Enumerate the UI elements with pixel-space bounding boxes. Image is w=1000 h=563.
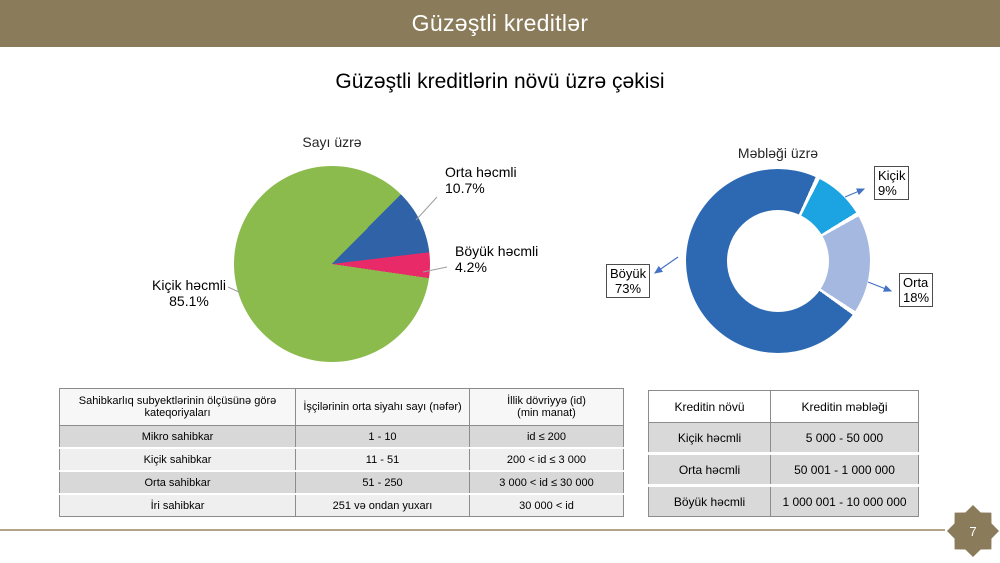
cell-kicik-say: 11 - 51	[295, 447, 470, 472]
table-row-mikro: Mikro sahibkar 1 - 10 id ≤ 200	[59, 425, 624, 449]
cell-mikro-dovriyye: id ≤ 200	[469, 425, 624, 449]
cell-orta-hecmli: Orta həcmli	[648, 452, 771, 486]
table-row-orta: Orta sahibkar 51 - 250 3 000 < id ≤ 30 0…	[59, 470, 624, 495]
table-row-kicik-hecmli: Kiçik həcmli 5 000 - 50 000	[648, 422, 919, 454]
donut-label-boyuk-value: 73%	[615, 281, 642, 296]
pie-chart-title: Sayı üzrə	[302, 134, 362, 150]
cell-mikro-say: 1 - 10	[295, 425, 470, 449]
pie-label-orta-name: Orta həcmli	[445, 164, 517, 180]
donut-label-kicik-value: 9%	[878, 183, 897, 198]
footer-divider-line	[0, 529, 945, 531]
cell-orta-dovriyye: 3 000 < id ≤ 30 000	[469, 470, 624, 495]
donut-label-kicik: Kiçik 9%	[874, 166, 910, 200]
cell-orta-name: Orta sahibkar	[59, 470, 296, 495]
pie-label-kicik-hecmli: Kiçik həcmli 85.1%	[147, 277, 231, 309]
donut-chart-meblegi-uzre	[686, 169, 870, 353]
cell-boyuk-mebleg: 1 000 001 - 10 000 000	[770, 484, 919, 517]
cell-iri-dovriyye: 30 000 < id	[469, 493, 624, 517]
cell-kicik-dovriyye: 200 < id ≤ 3 000	[469, 447, 624, 472]
col-header-dovriyye: İllik dövriyyə (id) (min manat)	[469, 388, 624, 426]
leader-line-orta	[415, 196, 438, 221]
cell-kicik-mebleg: 5 000 - 50 000	[770, 422, 919, 454]
cell-mikro-name: Mikro sahibkar	[59, 425, 296, 449]
cell-iri-say: 251 və ondan yuxarı	[295, 493, 470, 517]
cell-kicik-name: Kiçik sahibkar	[59, 447, 296, 472]
slide-title: Güzəştli kreditlər	[411, 10, 589, 36]
star-seal-icon	[947, 505, 999, 557]
page-number: 7	[969, 524, 976, 539]
pie-label-kicik-value: 85.1%	[169, 293, 209, 309]
slide-title-bar: Güzəştli kreditlər	[0, 0, 1000, 47]
donut-label-orta: Orta 18%	[899, 273, 934, 307]
pie-label-kicik-name: Kiçik həcmli	[152, 277, 226, 293]
cell-iri-name: İri sahibkar	[59, 493, 296, 517]
col-header-isciler: İşçilərinin orta siyahı sayı (nəfər)	[295, 388, 470, 426]
donut-label-boyuk: Böyük 73%	[606, 264, 651, 298]
pie-label-boyuk-name: Böyük həcmli	[455, 243, 539, 259]
pie-label-boyuk-hecmli: Böyük həcmli 4.2%	[455, 243, 538, 275]
pie-label-orta-value: 10.7%	[445, 180, 485, 196]
pie-label-orta-hecmli: Orta həcmli 10.7%	[445, 164, 517, 196]
donut-chart-title: Məbləği üzrə	[737, 145, 819, 161]
table-header-row: Kreditin növü Kreditin məbləği	[648, 390, 919, 423]
cell-boyuk-hecmli: Böyük həcmli	[648, 484, 771, 517]
cell-orta-say: 51 - 250	[295, 470, 470, 495]
table-row-kicik: Kiçik sahibkar 11 - 51 200 < id ≤ 3 000	[59, 447, 624, 472]
table-row-iri: İri sahibkar 251 və ondan yuxarı 30 000 …	[59, 493, 624, 517]
donut-label-boyuk-name: Böyük	[610, 266, 647, 281]
page-number-badge: 7	[947, 505, 999, 557]
arrow-kicik-icon	[844, 188, 866, 198]
credit-types-table: Kreditin növü Kreditin məbləği Kiçik həc…	[648, 390, 919, 517]
donut-label-kicik-name: Kiçik	[878, 168, 906, 183]
col-header-kateqoriya: Sahibkarlıq subyektlərinin ölçüsünə görə…	[59, 388, 296, 426]
cell-kicik-hecmli: Kiçik həcmli	[648, 422, 771, 454]
table-row-boyuk-hecmli: Böyük həcmli 1 000 001 - 10 000 000	[648, 484, 919, 517]
col-header-kredit-novu: Kreditin növü	[648, 390, 771, 423]
sahibkar-categories-table: Sahibkarlıq subyektlərinin ölçüsünə görə…	[59, 388, 624, 517]
table-header-row: Sahibkarlıq subyektlərinin ölçüsünə görə…	[59, 388, 624, 426]
col-header-kredit-meblegi: Kreditin məbləği	[770, 390, 919, 423]
arrow-boyuk-icon	[654, 256, 679, 274]
arrow-orta-icon	[867, 281, 893, 292]
cell-orta-mebleg: 50 001 - 1 000 000	[770, 452, 919, 486]
pie-label-boyuk-value: 4.2%	[455, 259, 487, 275]
donut-label-orta-name: Orta	[903, 275, 929, 290]
pie-chart-sayi-uzre	[234, 166, 430, 362]
table-row-orta-hecmli: Orta həcmli 50 001 - 1 000 000	[648, 452, 919, 486]
slide-subtitle: Güzəştli kreditlərin növü üzrə çəkisi	[335, 70, 665, 93]
donut-label-orta-value: 18%	[903, 290, 930, 305]
